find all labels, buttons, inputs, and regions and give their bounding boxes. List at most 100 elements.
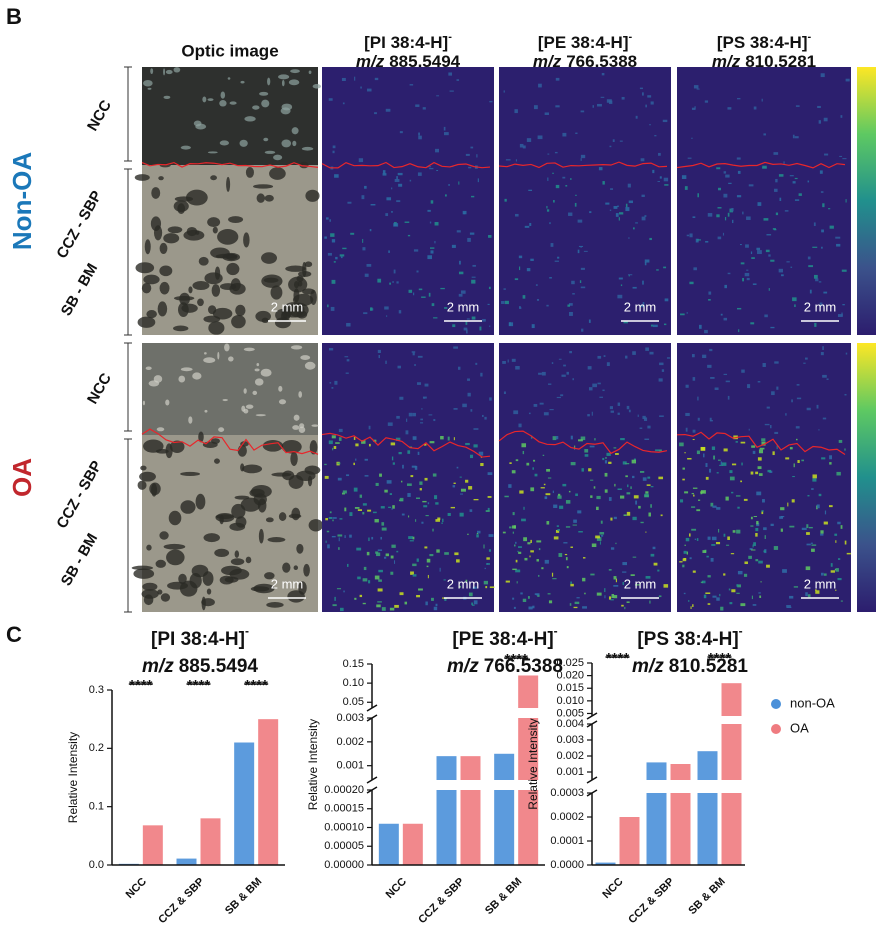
msi-speckle (604, 460, 608, 464)
msi-speckle (396, 415, 400, 419)
msi-speckle (703, 594, 707, 599)
msi-speckle (521, 443, 527, 448)
msi-speckle (328, 440, 333, 445)
pore (207, 217, 221, 228)
msi-speckle (512, 512, 515, 516)
msi-speckle (444, 598, 447, 601)
msi-speckle (697, 417, 700, 421)
axis-break-gap (593, 716, 746, 724)
y-tick-label: 0.1 (89, 801, 104, 813)
msi-speckle (716, 507, 721, 510)
msi-speckle (740, 480, 743, 483)
msi-speckle (640, 521, 644, 524)
msi-speckle (580, 110, 585, 113)
msi-speckle (753, 516, 758, 518)
msi-speckle (543, 483, 546, 486)
zone-label: NCC (84, 97, 115, 134)
msi-speckle (764, 535, 766, 539)
pore (304, 261, 313, 268)
msi-speckle (778, 174, 784, 177)
msi-speckle (512, 531, 514, 534)
msi-speckle (534, 473, 538, 477)
texture (301, 146, 314, 151)
y-tick-label: 0.00005 (324, 840, 364, 852)
pore (210, 175, 217, 181)
chart-title: [PI 38:4-H]- (151, 624, 249, 650)
pore (219, 575, 234, 585)
msi-speckle (794, 177, 798, 180)
msi-speckle (822, 346, 824, 350)
pore (309, 440, 318, 455)
msi-speckle (707, 575, 711, 578)
y-tick-label: 0.3 (89, 684, 104, 696)
pore (296, 470, 316, 482)
title-superscript: - (245, 624, 249, 638)
msi-speckle (696, 538, 699, 541)
msi-speckle (435, 502, 439, 505)
bar (402, 823, 423, 865)
bar (200, 818, 221, 865)
msi-speckle (413, 292, 415, 296)
msi-speckle (703, 453, 705, 458)
msi-speckle (408, 536, 413, 539)
msi-speckle (392, 505, 395, 509)
pore (264, 572, 275, 580)
msi-speckle (408, 412, 413, 417)
msi-speckle (465, 153, 470, 156)
msi-speckle (429, 221, 432, 224)
msi-speckle (552, 172, 554, 174)
significance-label: **** (244, 677, 268, 694)
msi-speckle (418, 288, 423, 291)
texture (256, 363, 260, 367)
pore (212, 307, 233, 320)
msi-speckle (624, 606, 626, 610)
boundary-line (321, 161, 491, 169)
texture (308, 70, 312, 75)
msi-speckle (515, 213, 519, 217)
msi-speckle (526, 138, 532, 142)
msi-speckle (536, 298, 540, 301)
msi-speckle (338, 437, 342, 441)
msi-speckle (806, 532, 810, 535)
msi-speckle (596, 506, 599, 511)
msi-speckle (609, 209, 612, 211)
msi-speckle (532, 467, 534, 470)
bar (494, 753, 515, 865)
scale-bar-label: 2 mm (271, 299, 304, 314)
msi-speckle (760, 581, 762, 583)
msi-speckle (508, 484, 512, 488)
texture (188, 416, 193, 424)
msi-speckle (641, 194, 645, 197)
msi-speckle (709, 348, 713, 352)
msi-speckle (785, 413, 787, 416)
msi-speckle (436, 170, 439, 172)
msi-speckle (742, 277, 745, 282)
msi-speckle (590, 495, 593, 498)
msi-speckle (694, 538, 697, 540)
msi-speckle (650, 324, 654, 327)
msi-speckle (842, 304, 845, 306)
pore (261, 252, 278, 264)
msi-speckle (466, 329, 468, 334)
msi-speckle (546, 521, 550, 525)
msi-speckle (613, 447, 617, 449)
msi-speckle (761, 511, 764, 515)
msi-speckle (663, 266, 667, 269)
msi-speckle (547, 153, 550, 155)
msi-speckle (845, 78, 850, 82)
bar (234, 742, 255, 865)
msi-speckle (578, 245, 584, 247)
msi-speckle (711, 446, 716, 450)
msi-speckle (570, 583, 574, 587)
msi-speckle (778, 268, 783, 273)
msi-speckle (822, 374, 827, 378)
msi-speckle (623, 321, 628, 324)
pore (211, 284, 221, 297)
msi-speckle (408, 515, 410, 518)
msi-speckle (519, 306, 521, 308)
msi-speckle (807, 594, 811, 598)
msi-speckle (775, 178, 778, 183)
msi-speckle (476, 154, 478, 158)
msi-speckle (604, 588, 606, 593)
msi-speckle (362, 247, 366, 251)
